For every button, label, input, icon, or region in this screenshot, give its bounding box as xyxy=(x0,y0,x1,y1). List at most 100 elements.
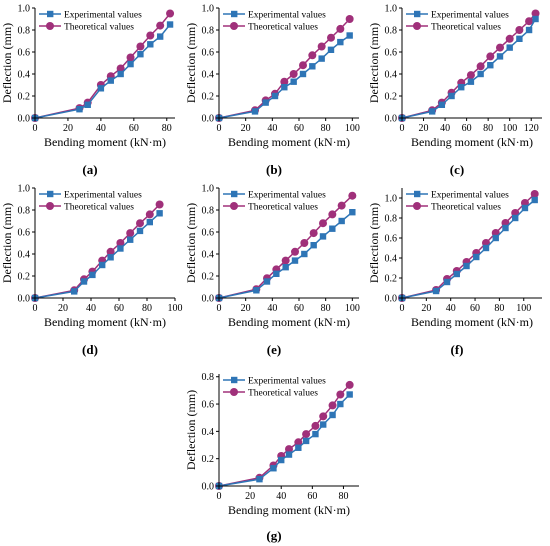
y-tick-label: 1.0 xyxy=(202,4,215,15)
x-tick-label: 0 xyxy=(400,123,405,134)
experimental-point xyxy=(521,204,529,212)
legend-experimental-label: Experimental values xyxy=(248,191,326,201)
experimental-point xyxy=(117,70,124,78)
x-tick-label: 40 xyxy=(440,123,450,134)
x-axis-label: Bending moment (kN·m) xyxy=(228,315,350,329)
experimental-point xyxy=(146,218,153,226)
theoretical-point xyxy=(116,239,125,247)
experimental-point xyxy=(346,391,353,398)
legend: Experimental values Theoretical values xyxy=(39,191,142,213)
experimental-point xyxy=(531,196,538,204)
y-tick-label: 0.6 xyxy=(202,228,215,239)
theoretical-point xyxy=(328,210,337,219)
experimental-point xyxy=(156,210,163,217)
y-tick-label: 0.6 xyxy=(202,400,215,411)
experimental-series xyxy=(31,21,174,122)
x-tick-label: 40 xyxy=(446,303,456,314)
legend-theoretical-label: Theoretical values xyxy=(431,23,501,33)
theoretical-point xyxy=(136,219,144,228)
legend-theoretical-marker xyxy=(230,388,238,396)
theoretical-point xyxy=(337,201,346,210)
y-tick-label: 1.0 xyxy=(202,184,215,195)
y-tick-label: 0.4 xyxy=(18,250,31,261)
experimental-point xyxy=(492,234,499,242)
x-tick-label: 60 xyxy=(307,491,317,502)
experimental-point xyxy=(127,60,134,68)
experimental-point xyxy=(285,451,293,458)
theoretical-point xyxy=(317,42,326,51)
theoretical-point xyxy=(302,430,311,439)
x-tick-label: 0 xyxy=(217,491,222,502)
legend-theoretical-marker xyxy=(413,202,421,210)
legend-theoretical-label: Theoretical values xyxy=(64,203,134,213)
theoretical-point xyxy=(294,438,303,447)
y-tick-label: 0.2 xyxy=(385,274,398,285)
legend-experimental-label: Experimental values xyxy=(64,191,142,201)
x-tick-label: 80 xyxy=(338,491,348,502)
x-tick-label: 60 xyxy=(294,303,304,314)
experimental-series xyxy=(215,209,356,302)
y-tick-label: 0.6 xyxy=(385,234,398,245)
chart-panel-c: 0 20 40 60 80 100 120 0.0 0.2 0.4 0.6 0.8 1.0 Bending… xyxy=(367,4,542,177)
theoretical-point xyxy=(525,17,534,26)
panel-label: (c) xyxy=(450,162,464,177)
theoretical-point xyxy=(327,33,335,42)
legend-experimental-marker xyxy=(231,376,238,384)
theoretical-point xyxy=(106,247,115,256)
panel-label: (b) xyxy=(266,162,282,177)
x-tick-label: 20 xyxy=(58,303,68,314)
theoretical-point xyxy=(348,191,357,200)
panel-label: (e) xyxy=(267,342,281,357)
legend-experimental-marker xyxy=(231,190,238,198)
chart-panel-b: 0 20 40 60 80 100 0.0 0.2 0.4 0.6 0.8 1.0 Bending mo… xyxy=(184,4,360,178)
x-tick-label: 80 xyxy=(142,303,152,314)
y-tick-label: 0.8 xyxy=(202,26,215,37)
x-tick-label: 40 xyxy=(86,303,96,314)
theoretical-point xyxy=(345,380,354,389)
theoretical-point xyxy=(336,24,345,33)
y-tick-label: 0.6 xyxy=(385,48,398,59)
theoretical-point xyxy=(281,256,290,265)
y-tick-label: 0.8 xyxy=(385,26,398,37)
experimental-point xyxy=(295,444,302,451)
x-tick-label: 20 xyxy=(241,123,251,134)
y-tick-label: 0.2 xyxy=(18,92,31,103)
legend-experimental-marker xyxy=(47,190,54,198)
x-tick-label: 80 xyxy=(483,123,493,134)
experimental-point xyxy=(349,209,356,216)
experimental-point xyxy=(502,224,509,232)
y-tick-label: 0.0 xyxy=(202,482,215,493)
experimental-point xyxy=(312,430,319,438)
panel-label: (g) xyxy=(266,528,281,543)
experimental-point xyxy=(309,63,316,70)
x-tick-label: 20 xyxy=(245,491,255,502)
y-tick-label: 0.2 xyxy=(385,92,398,103)
theoretical-point xyxy=(466,71,475,80)
legend-theoretical-label: Theoretical values xyxy=(64,23,134,33)
legend-experimental-label: Experimental values xyxy=(248,11,326,21)
x-tick-label: 60 xyxy=(129,123,139,134)
panel-label: (f) xyxy=(451,342,464,357)
x-tick-label: 40 xyxy=(276,491,286,502)
x-tick-label: 0 xyxy=(33,303,38,314)
y-tick-label: 0.6 xyxy=(18,228,31,239)
x-tick-label: 20 xyxy=(63,123,73,134)
legend: Experimental values Theoretical values xyxy=(223,11,326,33)
y-axis-label: Deflection (mm) xyxy=(184,390,198,470)
theoretical-point xyxy=(289,70,298,78)
theoretical-point xyxy=(515,26,524,34)
experimental-point xyxy=(71,288,78,295)
legend-experimental-label: Experimental values xyxy=(64,11,142,21)
y-axis-label: Deflection (mm) xyxy=(367,203,381,283)
y-tick-label: 1.0 xyxy=(18,4,31,15)
x-tick-label: 0 xyxy=(217,303,222,314)
x-tick-label: 20 xyxy=(241,303,251,314)
legend-experimental-marker xyxy=(231,10,238,18)
experimental-point xyxy=(262,99,269,106)
y-tick-label: 0.4 xyxy=(202,250,215,261)
x-axis-label: Bending moment (kN·m) xyxy=(44,315,166,329)
x-axis-label: Bending moment (kN·m) xyxy=(411,135,533,149)
y-tick-label: 1.0 xyxy=(385,4,398,15)
x-tick-label: 40 xyxy=(267,123,277,134)
experimental-point xyxy=(147,41,154,48)
